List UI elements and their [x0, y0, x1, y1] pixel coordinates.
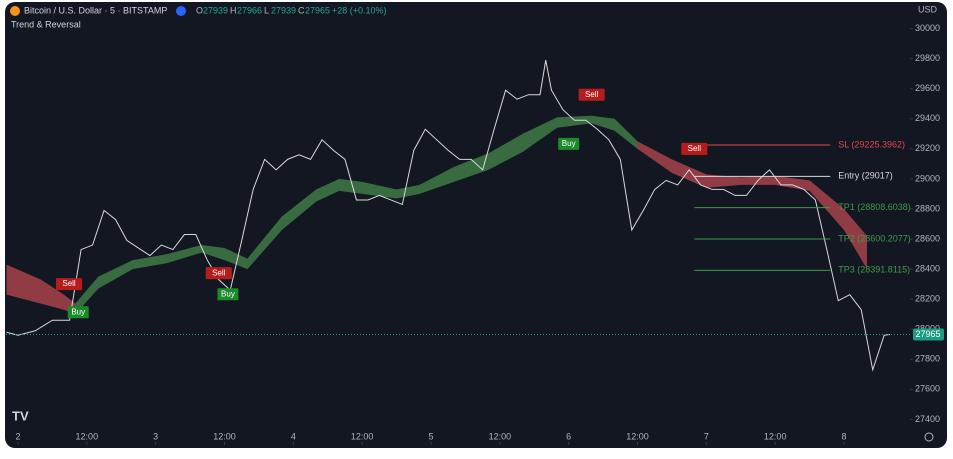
signal-tag	[217, 288, 239, 301]
y-tick-label: 29200	[915, 143, 940, 153]
coin-icon	[10, 6, 20, 16]
y-tick-label: 29000	[915, 173, 940, 183]
x-tick-label: 3	[153, 431, 158, 441]
x-tick-label: 7	[704, 431, 709, 441]
y-tick-label: 28600	[915, 233, 940, 243]
y-tick-label: 29400	[915, 113, 940, 123]
signal-label: Sell	[62, 279, 76, 288]
last-price-tag	[913, 328, 944, 341]
ohlc-value: 27939	[203, 5, 228, 15]
level-label: TP3 (28391.8115)	[838, 265, 910, 275]
x-tick-label: 2	[15, 431, 20, 441]
x-tick-label: 12:00	[626, 431, 649, 441]
x-tick-label: 12:00	[489, 431, 512, 441]
signal-tag	[67, 306, 89, 319]
chart-frame	[5, 2, 947, 448]
level-label: TP1 (28808.6038)	[838, 202, 911, 212]
collapse-button[interactable]	[176, 6, 186, 16]
last-price-label: 27965	[915, 329, 940, 339]
x-tick-label: 12:00	[76, 431, 99, 441]
trend-ribbon	[75, 115, 638, 315]
signal-tag	[56, 278, 83, 291]
x-tick-label: 12:00	[213, 431, 236, 441]
signal-tag	[681, 142, 708, 155]
y-tick-label: 28800	[915, 203, 940, 213]
y-tick-label: 29800	[915, 53, 940, 63]
signal-tag	[558, 137, 580, 150]
y-tick-label: 27800	[915, 354, 940, 364]
ohlc-key: C	[298, 5, 305, 15]
ohlc-value: 27966	[237, 5, 262, 15]
y-tick-label: 28400	[915, 263, 940, 273]
ohlc-key: H	[230, 5, 237, 15]
ohlc-value: 27965	[305, 5, 330, 15]
x-tick-label: 12:00	[764, 431, 787, 441]
tv-logo: TV	[12, 408, 29, 423]
chart-title: Bitcoin / U.S. Dollar · 5 · BITSTAMP	[24, 5, 167, 15]
y-tick-label: 28200	[915, 294, 940, 304]
signal-label: Sell	[585, 90, 599, 99]
ohlc-key: L	[264, 5, 269, 15]
signal-label: Buy	[71, 307, 85, 316]
signal-label: Buy	[221, 289, 235, 298]
plot-area	[6, 60, 910, 372]
signal-label: Sell	[212, 268, 226, 277]
trend-ribbon	[637, 141, 867, 270]
y-tick-label: 29600	[915, 83, 940, 93]
settings-icon[interactable]	[924, 432, 934, 442]
signal-label: Sell	[688, 144, 702, 153]
signal-label: Buy	[562, 139, 576, 148]
x-tick-label: 8	[842, 431, 847, 441]
level-label: SL (29225.3962)	[838, 139, 905, 149]
signal-tag	[205, 267, 232, 280]
ohlc-value: 27939	[271, 5, 296, 15]
price-line	[6, 60, 890, 372]
trend-ribbon	[6, 264, 76, 315]
x-tick-label: 4	[291, 431, 296, 441]
ohlc-key: O	[196, 5, 203, 15]
x-tick-label: 5	[429, 431, 434, 441]
ohlc-change: +28 (+0.10%)	[332, 5, 387, 15]
level-label: Entry (29017)	[838, 171, 893, 181]
x-tick-label: 6	[566, 431, 571, 441]
y-tick-label: 27600	[915, 384, 940, 394]
indicator-name: Trend & Reversal	[11, 19, 81, 29]
signal-tag	[578, 88, 605, 101]
y-tick-label: 27400	[915, 414, 940, 424]
x-tick-label: 12:00	[351, 431, 374, 441]
y-tick-label: 30000	[915, 23, 940, 33]
level-label: TP2 (28600.2077)	[838, 233, 911, 243]
currency[interactable]: USD	[918, 4, 938, 14]
